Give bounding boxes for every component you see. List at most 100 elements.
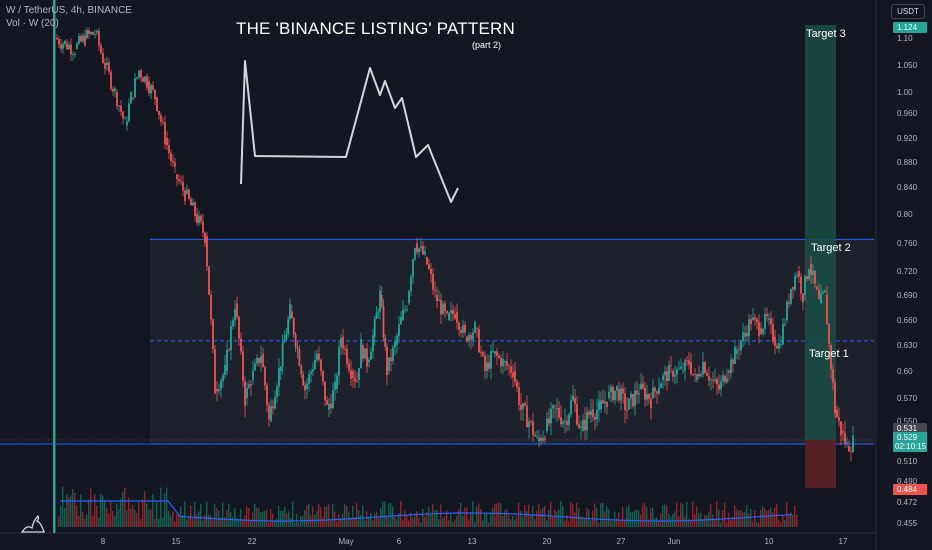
candle-body: [722, 375, 724, 382]
volume-bar: [390, 503, 392, 527]
volume-bar: [594, 503, 596, 527]
volume-bar: [516, 516, 518, 527]
volume-bar: [416, 511, 418, 527]
x-tick-label: 20: [543, 537, 552, 546]
volume-bar: [780, 522, 782, 527]
volume-bar: [182, 515, 184, 527]
volume-bar: [506, 508, 508, 527]
volume-bar: [176, 513, 178, 527]
y-tick-label: 0.880: [897, 158, 918, 167]
candle-body: [358, 368, 360, 380]
volume-bar: [250, 519, 252, 527]
candle-body: [746, 332, 748, 337]
candle-body: [176, 174, 178, 180]
candle-body: [810, 264, 812, 275]
candle-body: [794, 276, 796, 290]
candle-body: [802, 293, 804, 303]
candle-body: [136, 77, 138, 79]
candle-body: [418, 248, 420, 253]
volume-bar: [548, 509, 550, 527]
volume-bar: [598, 522, 600, 527]
candle-body: [120, 105, 122, 112]
volume-bar: [140, 518, 142, 527]
candle-body: [600, 400, 602, 410]
candle-body: [132, 97, 134, 99]
x-tick-label: 6: [397, 537, 402, 546]
volume-bar: [778, 520, 780, 527]
volume-bar: [660, 513, 662, 527]
candle-body: [822, 292, 824, 293]
volume-bar: [64, 508, 66, 527]
volume-bar: [86, 514, 88, 527]
candle-body: [192, 202, 194, 206]
candle-body: [622, 388, 624, 394]
x-tick-label: 10: [765, 537, 774, 546]
candle-body: [298, 348, 301, 366]
candle-body: [348, 363, 350, 371]
candle-body: [480, 352, 482, 353]
candle-body: [128, 103, 130, 122]
volume-bar: [426, 511, 428, 527]
candle-body: [130, 92, 132, 104]
candle-body: [116, 92, 118, 106]
candle-body: [472, 332, 474, 340]
candle-body: [504, 361, 506, 363]
volume-bar: [772, 512, 774, 527]
volume-bar: [680, 502, 682, 527]
volume-bar: [724, 502, 726, 527]
x-tick-label: Jun: [668, 537, 681, 546]
candle-body: [314, 360, 316, 370]
volume-bar: [500, 503, 502, 527]
candle-body: [320, 359, 322, 371]
candle-body: [426, 257, 428, 265]
candle-body: [460, 329, 462, 333]
volume-bar: [530, 514, 532, 527]
volume-bar: [382, 501, 384, 527]
volume-bar: [276, 518, 278, 527]
volume-bar: [312, 506, 314, 527]
candle-body: [690, 362, 692, 374]
volume-bar: [366, 511, 368, 527]
candle-body: [416, 243, 418, 253]
candle-body: [516, 381, 518, 388]
volume-bar: [288, 511, 290, 527]
candle-body: [252, 370, 254, 380]
candle-body: [526, 405, 528, 428]
candle-body: [612, 386, 614, 400]
candle-body: [798, 271, 800, 277]
candle-body: [150, 85, 152, 94]
volume-bar: [662, 505, 664, 527]
candle-body: [704, 362, 706, 373]
volume-bar: [82, 511, 84, 527]
volume-bar: [188, 516, 190, 527]
candle-body: [648, 394, 650, 399]
candle-body: [646, 394, 648, 400]
volume-bar: [372, 520, 374, 527]
volume-bar: [748, 513, 750, 527]
candle-body: [444, 303, 446, 312]
candle-body: [80, 35, 82, 42]
candle-body: [364, 348, 366, 359]
y-tick-label: 0.630: [897, 341, 918, 350]
volume-bar: [580, 516, 582, 527]
volume-bar: [570, 502, 572, 527]
volume-bar: [340, 518, 342, 527]
candle-body: [756, 319, 758, 323]
volume-bar: [732, 516, 734, 527]
tradingview-logo-icon[interactable]: [20, 512, 46, 534]
volume-bar: [78, 515, 80, 527]
volume-bar: [636, 509, 638, 527]
candle-body: [730, 359, 732, 373]
volume-bar: [608, 509, 610, 527]
candle-body: [234, 309, 236, 321]
currency-button[interactable]: USDT: [891, 4, 925, 19]
volume-bar: [370, 512, 372, 527]
price-badge-bg: [893, 484, 927, 495]
volume-bar: [430, 513, 432, 527]
volume-bar: [442, 517, 444, 527]
candle-body: [118, 105, 120, 107]
price-badge-countdown: 02:10:15: [895, 442, 927, 451]
volume-bar: [590, 520, 592, 527]
candle-body: [278, 368, 280, 387]
